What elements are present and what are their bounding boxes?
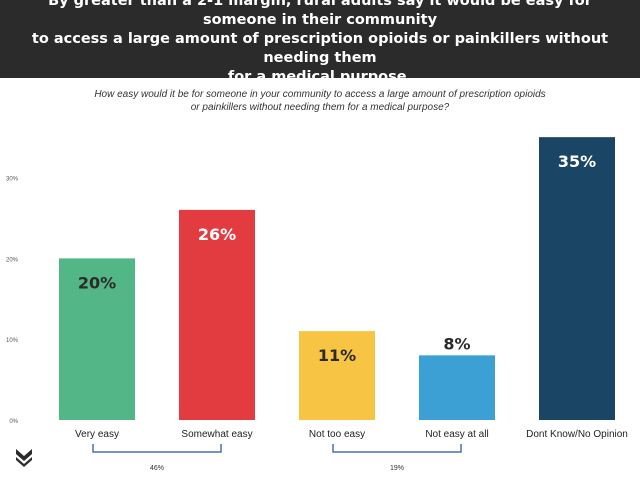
bar	[299, 331, 375, 420]
group-bracket	[332, 444, 462, 453]
bar	[419, 355, 495, 420]
data-label: 26%	[198, 225, 236, 244]
group-label: 19%	[390, 465, 404, 472]
x-tick-label: Dont Know/No Opinion	[526, 429, 628, 440]
group-label: 46%	[150, 465, 164, 472]
x-tick-label: Very easy	[75, 429, 119, 440]
data-label: 20%	[78, 273, 116, 292]
group-bracket	[92, 444, 222, 453]
page-title: By greater than a 2-1 margin, rural adul…	[31, 0, 609, 85]
header-banner: By greater than a 2-1 margin, rural adul…	[0, 0, 640, 85]
x-tick-label: Not too easy	[309, 429, 365, 440]
y-tick-label: 30%	[6, 177, 19, 183]
y-tick-label: 20%	[6, 257, 19, 263]
data-label: 35%	[558, 152, 596, 171]
bar	[179, 209, 255, 420]
y-tick-label: 10%	[6, 338, 19, 344]
data-label: 11%	[318, 346, 356, 365]
bar	[539, 137, 615, 420]
x-tick-label: Somewhat easy	[181, 429, 252, 440]
data-label: 8%	[443, 334, 470, 353]
chart-title: How easy would it be for someone in your…	[94, 89, 546, 113]
y-tick-label: 0%	[9, 419, 18, 425]
chevron-logo-icon	[16, 449, 32, 467]
bar	[59, 258, 135, 420]
x-tick-label: Not easy at all	[425, 429, 488, 440]
